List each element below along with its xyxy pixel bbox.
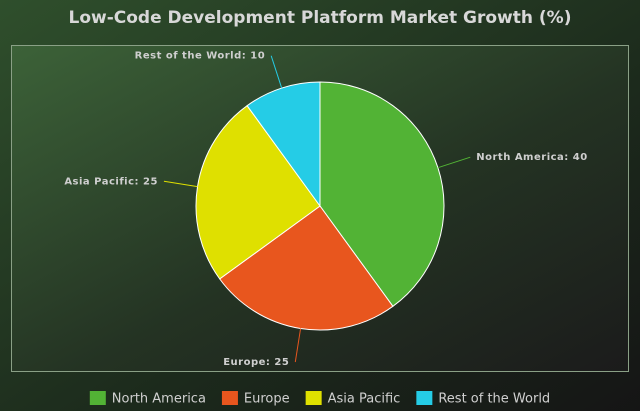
leader-line <box>437 156 471 169</box>
legend-swatch <box>221 391 238 405</box>
chart-title: Low-Code Development Platform Market Gro… <box>69 8 572 28</box>
legend-label: Asia Pacific <box>328 392 401 407</box>
legend-label: Rest of the World <box>438 392 550 407</box>
legend-swatch <box>89 391 106 405</box>
pie-slice <box>246 81 321 208</box>
pie-slice <box>319 81 445 308</box>
data-label: Europe: 25 <box>223 357 289 368</box>
leader-line <box>163 180 198 188</box>
legend-swatch <box>416 391 433 405</box>
leader-line <box>294 328 302 363</box>
data-label: North America: 40 <box>476 152 587 163</box>
data-label: Asia Pacific: 25 <box>64 176 158 187</box>
legend-swatch <box>305 391 322 405</box>
leader-line <box>270 55 283 89</box>
legend-label: Europe <box>244 392 290 407</box>
data-label: Rest of the World: 10 <box>135 51 266 62</box>
pie-slice <box>195 104 321 280</box>
legend-label: North America <box>112 392 206 407</box>
pie-slice <box>218 205 394 331</box>
